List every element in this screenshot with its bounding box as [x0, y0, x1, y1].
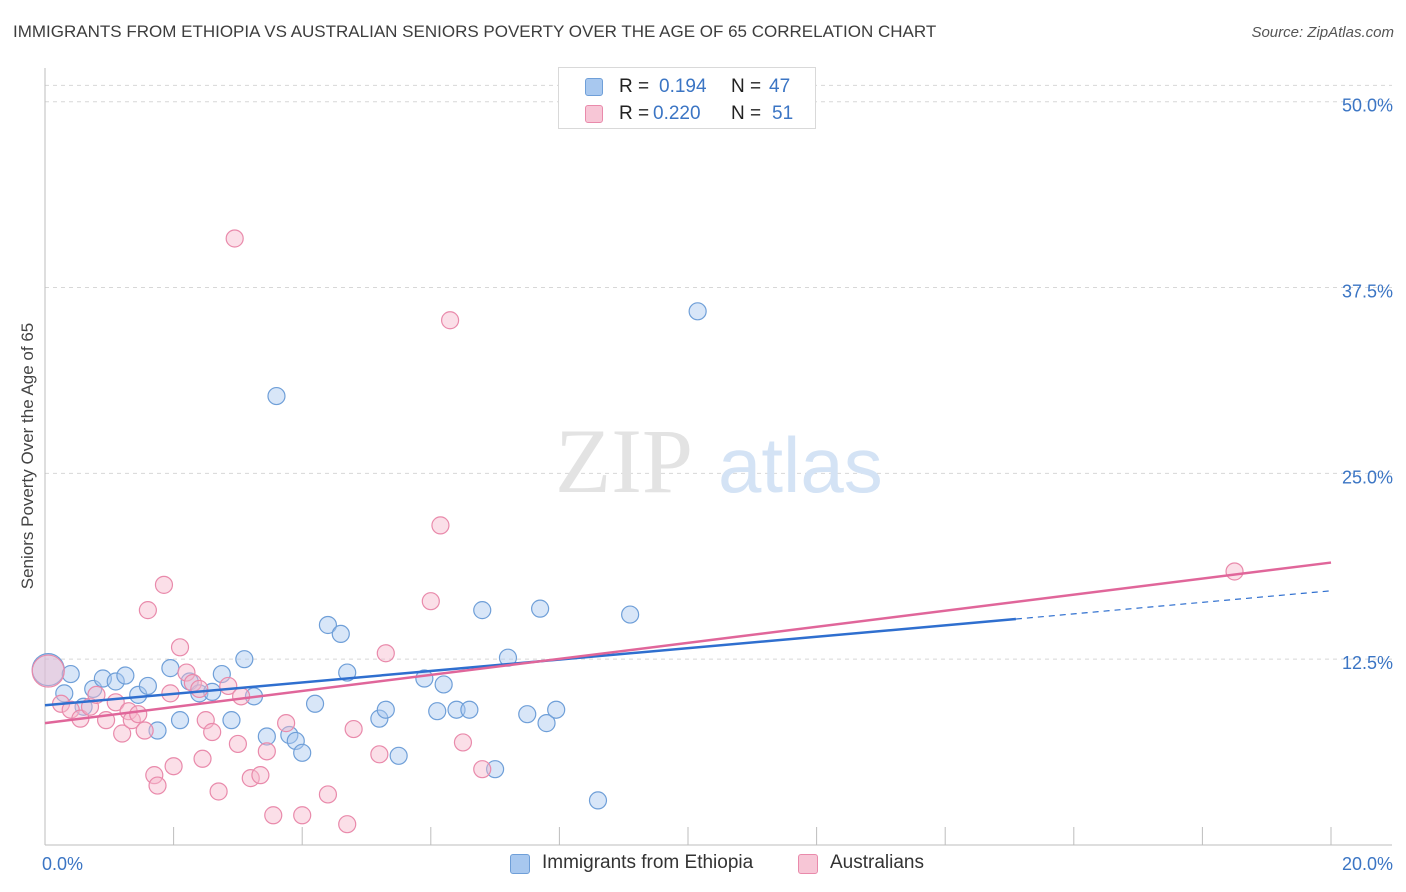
- australians-point: [164, 757, 183, 776]
- ethiopia-point: [688, 302, 707, 321]
- ethiopia-point: [318, 615, 338, 635]
- ethiopia-point: [257, 727, 276, 746]
- source-note: Source: ZipAtlas.com: [1251, 24, 1394, 41]
- ethiopia-point: [370, 709, 389, 728]
- trend-layer: [44, 561, 1332, 725]
- ethiopia-point: [305, 694, 325, 713]
- ethiopia-point: [138, 676, 157, 696]
- australians-point: [209, 782, 228, 801]
- legend-swatch-pink: [798, 854, 818, 874]
- ethiopia-point: [473, 601, 492, 620]
- australians-point: [148, 776, 167, 795]
- ethiopia-point: [106, 672, 125, 691]
- ethiopia-point: [588, 791, 608, 810]
- r-value-australians: 0.220: [653, 103, 701, 124]
- ethiopia-point: [376, 700, 395, 719]
- australians-point: [376, 644, 395, 663]
- australians-point: [232, 687, 251, 706]
- ethiopia-point: [518, 705, 537, 724]
- australians-point: [453, 733, 473, 752]
- australians-point: [129, 705, 148, 724]
- legend-label-australians: Australians: [830, 852, 924, 873]
- australians-point: [431, 516, 450, 535]
- legend-swatch-blue: [510, 854, 530, 874]
- australians-point: [264, 806, 283, 825]
- points-layer: [31, 229, 1244, 834]
- australians-point: [1225, 562, 1244, 581]
- australians-point: [225, 229, 244, 248]
- australians-point: [318, 785, 338, 804]
- n-value-australians: 51: [772, 103, 794, 124]
- australians-point: [257, 742, 276, 761]
- n-label: N =: [731, 103, 762, 124]
- ethiopia-point: [161, 659, 180, 678]
- legend-swatch-pink: [585, 105, 603, 123]
- watermark-atlas: atlas: [718, 421, 883, 509]
- australians-point: [31, 654, 65, 688]
- y-tick-label: 25.0%: [1342, 467, 1393, 487]
- ethiopia-point: [116, 666, 135, 685]
- ethiopia-point: [267, 386, 286, 406]
- ethiopia-point: [222, 711, 241, 730]
- ethiopia-point: [486, 760, 505, 779]
- ethiopia-point: [537, 714, 556, 733]
- australians-point: [228, 734, 247, 754]
- ethiopia-point: [547, 700, 566, 719]
- ethiopia-point: [434, 675, 453, 694]
- australians-point: [338, 815, 357, 834]
- ethiopia-point: [61, 664, 80, 684]
- australians-point: [170, 638, 190, 657]
- grid-layer: [45, 84, 1392, 660]
- ethiopia-point: [428, 702, 447, 721]
- ethiopia-point: [389, 746, 408, 765]
- r-label: R =: [619, 76, 650, 97]
- australians-point: [370, 745, 389, 764]
- chart-title: IMMIGRANTS FROM ETHIOPIA VS AUSTRALIAN S…: [13, 22, 937, 41]
- australians-point: [145, 766, 164, 785]
- x-tick-label-min: 0.0%: [42, 854, 83, 874]
- australians-point: [203, 722, 222, 742]
- australians-point: [277, 714, 296, 733]
- n-value-ethiopia: 47: [769, 76, 791, 97]
- ethiopia-point: [447, 700, 466, 719]
- ethiopia-trend-extension: [1015, 590, 1332, 620]
- x-tick-label-max: 20.0%: [1342, 854, 1393, 874]
- australians-point: [193, 749, 212, 768]
- ethiopia-point: [55, 684, 74, 703]
- australians-point: [421, 592, 440, 611]
- watermark-zip: ZIP: [555, 410, 693, 512]
- australians-point: [344, 719, 363, 739]
- australians-point: [154, 575, 174, 594]
- australians-point: [293, 806, 312, 825]
- australians-point: [113, 724, 132, 743]
- correlation-legend: R = 0.194 N = 47 R = 0.220 N = 51: [558, 67, 816, 129]
- n-label: N =: [731, 76, 762, 97]
- tick-label-layer: 12.5% 25.0% 37.5% 50.0% 0.0% 20.0%: [42, 96, 1393, 874]
- ethiopia-point: [293, 743, 312, 762]
- australians-point: [473, 760, 492, 779]
- australians-trend-line: [44, 561, 1332, 725]
- ethiopia-point: [531, 599, 550, 618]
- y-tick-label: 37.5%: [1342, 282, 1393, 302]
- australians-point: [135, 721, 154, 740]
- axis-layer: [44, 68, 1392, 846]
- y-tick-label: 50.0%: [1342, 96, 1393, 116]
- r-label: R =: [619, 103, 650, 124]
- australians-point: [440, 311, 460, 330]
- ethiopia-point: [235, 650, 254, 669]
- australians-point: [138, 601, 157, 620]
- ethiopia-point: [170, 711, 190, 730]
- legend-label-ethiopia: Immigrants from Ethiopia: [542, 852, 754, 873]
- ethiopia-point: [621, 605, 640, 624]
- ethiopia-point: [148, 721, 167, 740]
- r-value-ethiopia: 0.194: [659, 76, 707, 97]
- ethiopia-point: [460, 700, 479, 719]
- australians-point: [251, 766, 270, 785]
- australians-point: [190, 679, 209, 699]
- legend-swatch-blue: [585, 78, 603, 96]
- australians-point: [177, 663, 196, 682]
- y-tick-label: 12.5%: [1342, 653, 1393, 673]
- ethiopia-point: [331, 624, 350, 644]
